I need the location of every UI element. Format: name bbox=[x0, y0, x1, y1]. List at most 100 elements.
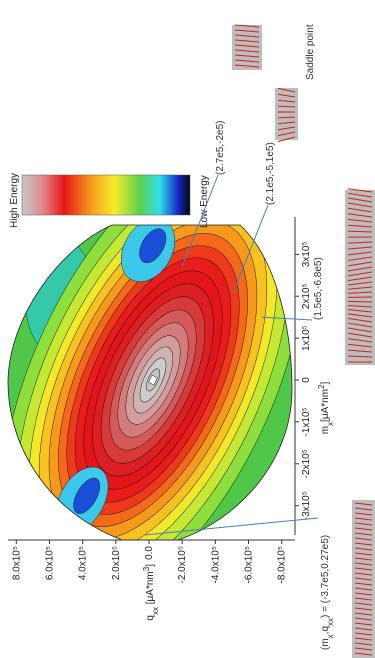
spin-arrow bbox=[354, 512, 373, 516]
spin-arrow bbox=[347, 197, 373, 203]
y-axis-title-part: 3 bbox=[142, 566, 151, 571]
spin-arrow bbox=[347, 246, 373, 250]
annotation-part: xx bbox=[326, 618, 335, 626]
annotation-leader bbox=[144, 517, 319, 536]
spin-arrow bbox=[347, 202, 373, 208]
spin-arrow bbox=[277, 105, 296, 108]
y-tick-label: -8.0x10⁵ bbox=[277, 546, 288, 584]
spin-arrow bbox=[234, 34, 260, 38]
annotation-leader bbox=[233, 204, 269, 293]
spin-arrow bbox=[234, 59, 260, 63]
spin-arrow bbox=[354, 562, 373, 566]
spin-arrow bbox=[347, 309, 373, 313]
annotation-part: x bbox=[326, 634, 335, 638]
spin-arrow bbox=[354, 597, 373, 601]
annotation-part: (m bbox=[320, 638, 331, 650]
y-tick-label: -4.0x10⁵ bbox=[210, 546, 221, 584]
spin-arrow bbox=[277, 121, 296, 125]
x-tick-label: 3x10⁵ bbox=[301, 241, 312, 267]
y-tick-label: -2.0x10⁵ bbox=[177, 546, 188, 584]
y-tick-label: -6.0x10⁵ bbox=[244, 546, 255, 584]
colorbar-high-label: High Energy bbox=[9, 173, 20, 228]
spin-arrow bbox=[347, 338, 373, 343]
x-tick-label: 0 bbox=[301, 377, 312, 383]
x-tick-label: 2x10⁵ bbox=[301, 283, 312, 309]
spin-arrow bbox=[347, 207, 373, 213]
y-tick-label: 4.0x10⁵ bbox=[78, 546, 89, 580]
spin-arrow bbox=[354, 622, 373, 626]
spin-arrow bbox=[347, 355, 373, 358]
spin-arrow bbox=[347, 304, 373, 308]
spin-arrow bbox=[234, 49, 260, 53]
spin-arrow bbox=[234, 64, 260, 68]
x-tick-label: -3x10⁵ bbox=[301, 491, 312, 520]
spin-arrow bbox=[347, 218, 373, 223]
annotation-part: ,q bbox=[320, 626, 331, 634]
spin-arrow bbox=[234, 54, 260, 58]
x-tick-label: -2x10⁵ bbox=[301, 449, 312, 478]
spin-arrow bbox=[347, 230, 373, 233]
spin-arrow bbox=[347, 313, 373, 318]
spin-arrow bbox=[354, 617, 373, 621]
y-tick-label: 6.0x10⁵ bbox=[44, 546, 55, 580]
spin-arrow bbox=[347, 327, 373, 333]
spin-arrow bbox=[234, 39, 260, 43]
spin-arrow bbox=[234, 24, 260, 28]
spin-arrow bbox=[347, 281, 373, 286]
spin-arrow bbox=[234, 29, 260, 33]
annotation: (mx,qxx) = (-3.7e5,0.27e5) bbox=[320, 535, 335, 650]
spin-arrow bbox=[234, 44, 260, 48]
y-tick-label: 8.0x10⁵ bbox=[11, 546, 22, 580]
spin-arrow bbox=[347, 256, 373, 261]
spin-arrow bbox=[347, 343, 373, 348]
spin-arrow bbox=[354, 607, 373, 611]
spin-arrow bbox=[354, 527, 373, 531]
x-tick-label: 1x10⁵ bbox=[301, 325, 312, 351]
spin-arrow bbox=[347, 300, 373, 303]
spin-arrow bbox=[354, 572, 373, 576]
spin-arrow bbox=[354, 542, 373, 546]
spin-arrow bbox=[347, 322, 373, 328]
spin-arrow bbox=[354, 522, 373, 526]
y-tick-label: 0.0 bbox=[144, 546, 155, 560]
spin-arrow bbox=[347, 251, 373, 256]
annotation-leader bbox=[181, 174, 219, 268]
rotated-figure: -3x10⁵ -2x10⁵ -1x10⁵ 0 1x10⁵ 2x10⁵ 3x10⁵ 8.0x10… bbox=[7, 24, 375, 658]
spin-arrow bbox=[347, 266, 373, 272]
contour-patch bbox=[73, 477, 101, 514]
center-marker bbox=[148, 374, 158, 386]
spin-arrow bbox=[277, 116, 296, 119]
y-axis-title-part: [μA*nm bbox=[145, 571, 156, 607]
x-axis-title-part: [μA*nm bbox=[320, 389, 331, 422]
spin-arrow bbox=[347, 291, 373, 294]
spin-arrow bbox=[354, 537, 373, 541]
spin-arrow bbox=[347, 241, 373, 244]
spin-arrow bbox=[354, 632, 373, 636]
lens-outline bbox=[7, 224, 293, 541]
spin-arrow bbox=[354, 612, 373, 616]
spin-arrow bbox=[347, 349, 373, 353]
spin-arrow bbox=[354, 507, 373, 511]
spin-arrow bbox=[347, 317, 373, 323]
y-axis-title-part: ] bbox=[145, 564, 156, 567]
spin-arrow bbox=[277, 99, 296, 103]
spin-arrow bbox=[347, 271, 373, 277]
contour-patch bbox=[139, 228, 167, 264]
spin-arrow bbox=[354, 532, 373, 536]
x-tick-label: -1x10⁵ bbox=[301, 407, 312, 436]
spin-arrow bbox=[347, 286, 373, 290]
spin-arrow bbox=[347, 332, 373, 338]
y-axis-title-part: q bbox=[145, 615, 156, 621]
spin-arrow bbox=[347, 192, 373, 198]
spin-arrow bbox=[347, 224, 373, 228]
spin-arrow bbox=[354, 552, 373, 556]
colorbar-low-label: Low Energy bbox=[199, 175, 210, 228]
spin-arrow bbox=[354, 577, 373, 581]
spin-arrow bbox=[354, 647, 373, 651]
spin-arrow bbox=[347, 213, 373, 218]
annotation-leader bbox=[261, 316, 313, 321]
y-axis-title-part: xx bbox=[151, 607, 160, 615]
annotation: (1.5e5,-6.8e5) bbox=[313, 257, 324, 320]
